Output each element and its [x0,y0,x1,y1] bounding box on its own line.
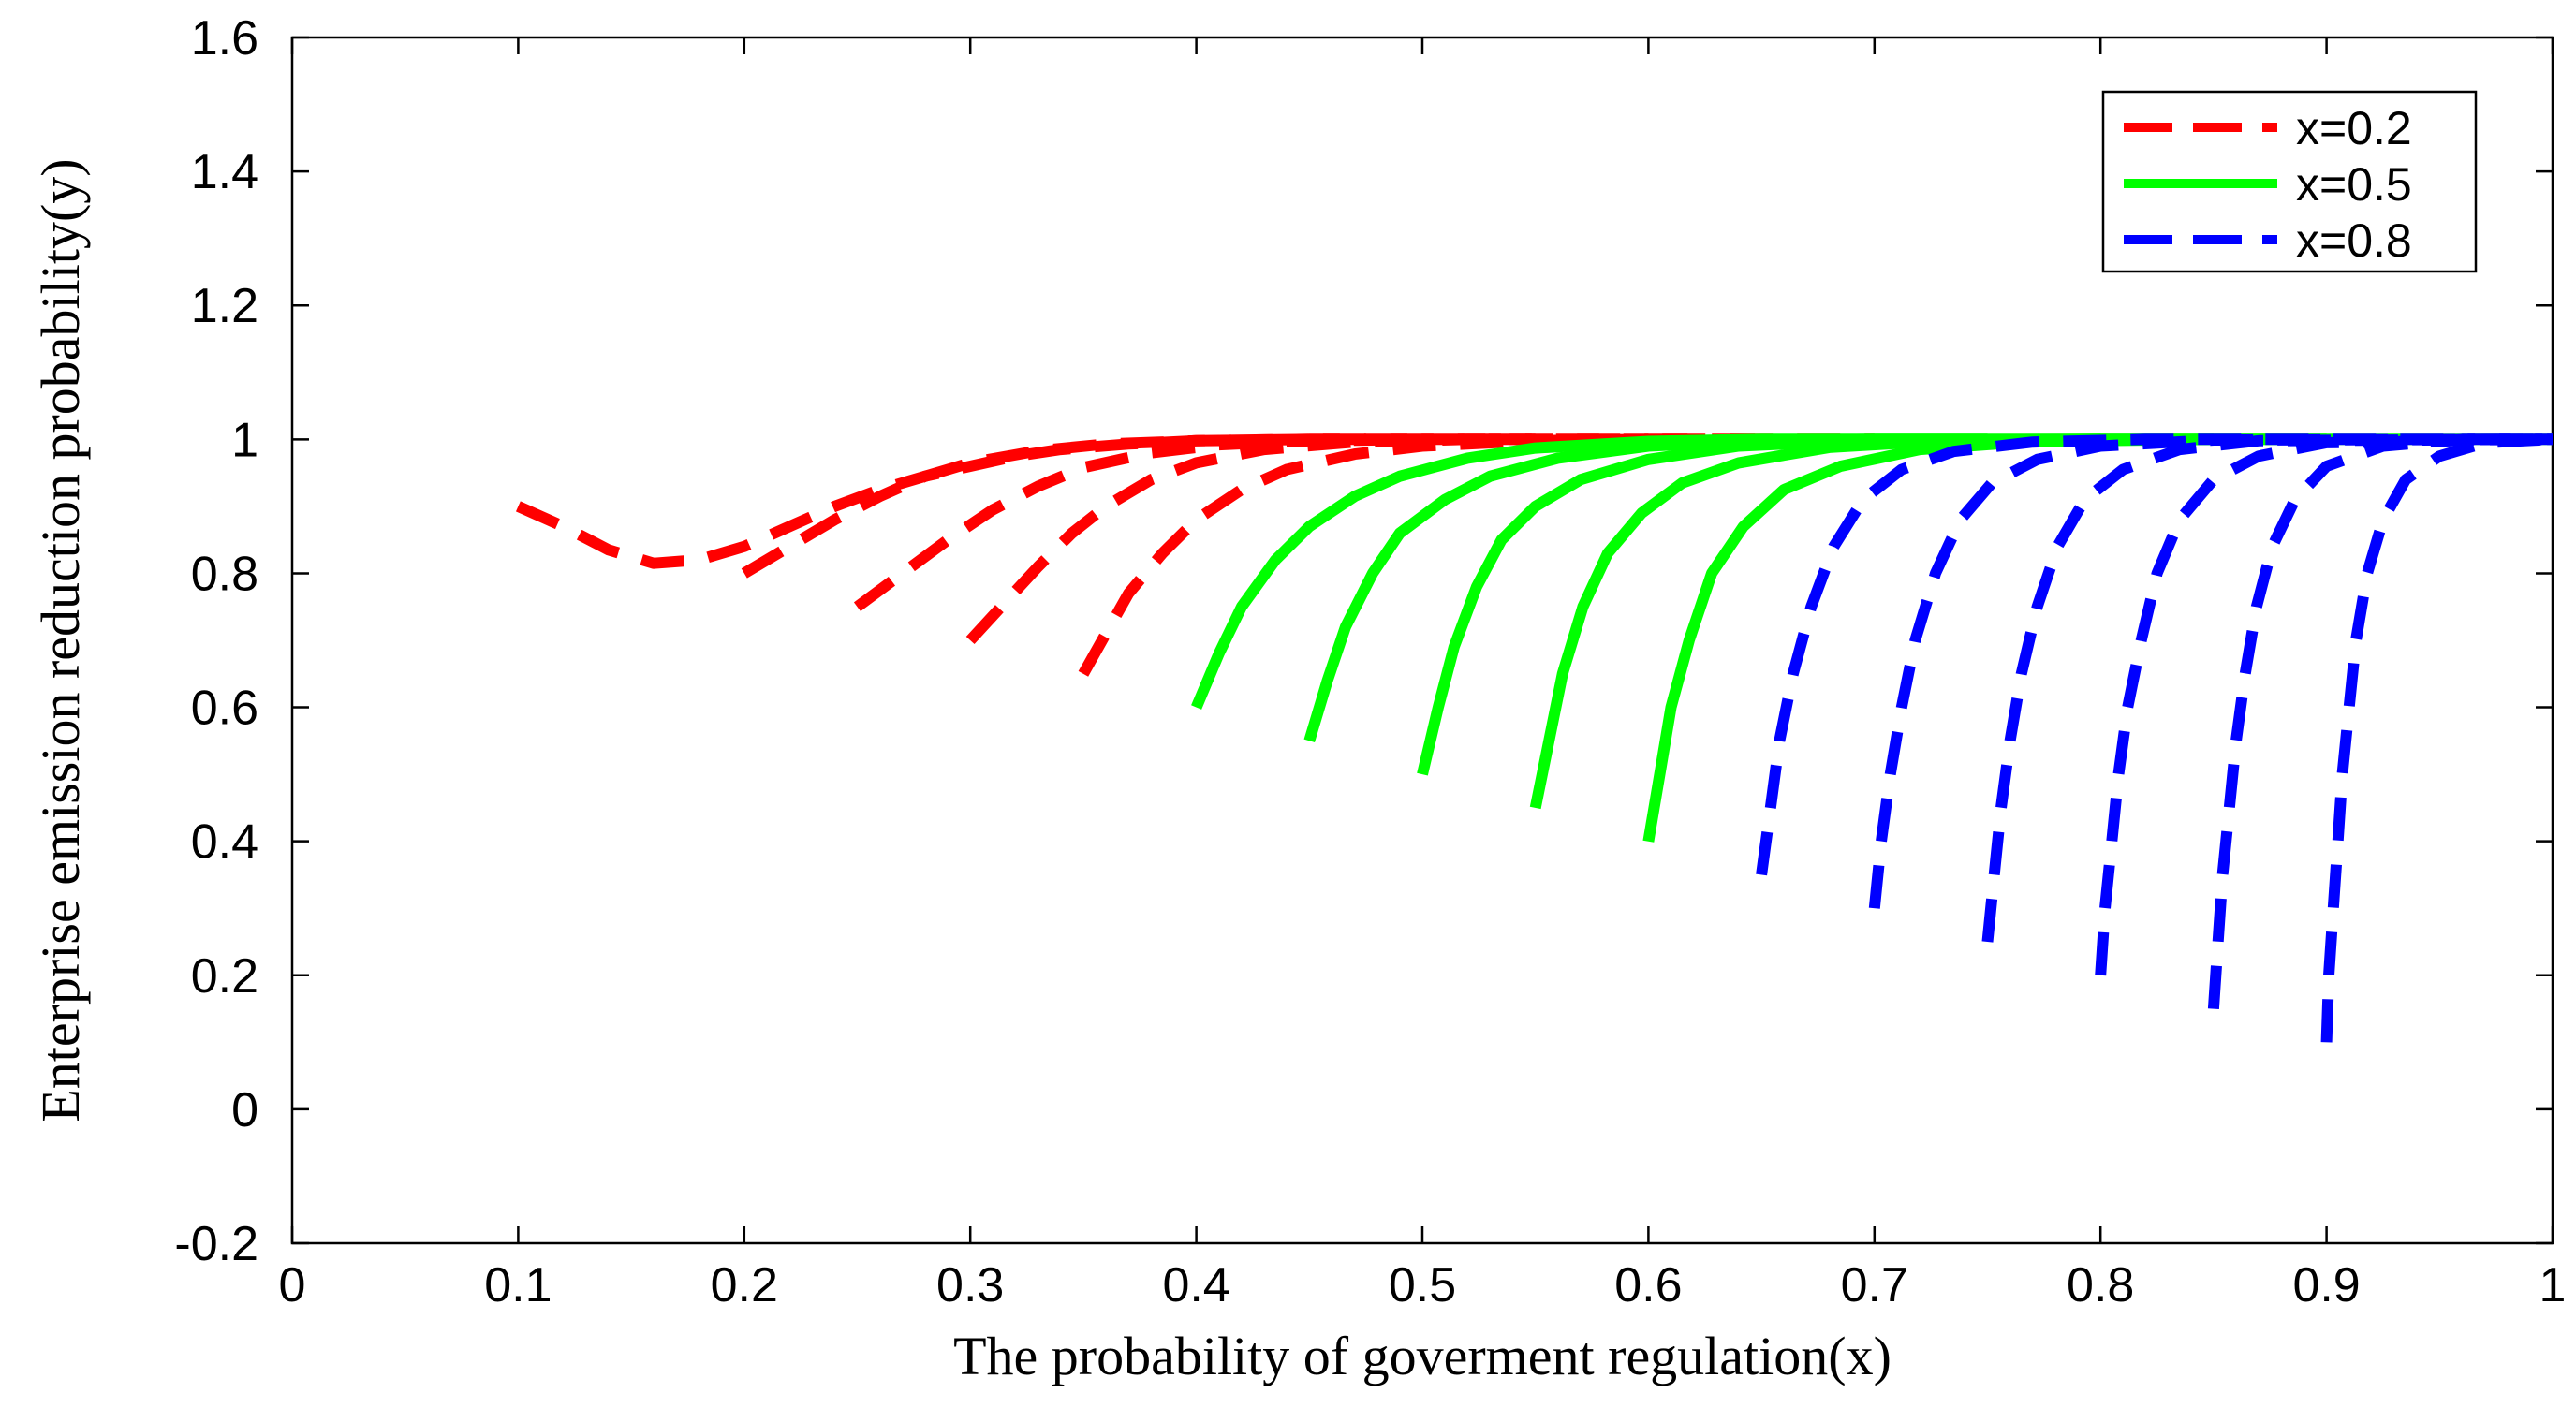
x-tick-label: 0.5 [1389,1258,1456,1313]
y-tick-label: 1 [231,413,258,467]
series-x=0.2 [515,433,1875,677]
x-tick-label: 0.8 [2067,1258,2134,1313]
x-tick-label: 0.6 [1614,1258,1682,1313]
series-layer [515,433,2553,1043]
trajectory-line [2320,433,2553,1043]
x-tick-label: 1 [2539,1258,2567,1313]
trajectory-line [1078,433,1875,677]
trajectory-line [2207,433,2553,1010]
x-tick-label: 0.3 [936,1258,1004,1313]
trajectory-line [853,433,1649,612]
y-tick-label: 0.8 [191,547,258,601]
x-tick-label: 0.1 [484,1258,552,1313]
trajectory-line [1642,433,2553,843]
series-x=0.5 [1191,433,2553,843]
y-tick-label: 0 [231,1083,258,1137]
y-axis-title: Enterprise emission reduction probabilit… [30,158,91,1122]
y-tick-label: 0.4 [191,815,258,870]
trajectory-line [965,433,1762,645]
x-tick-label: 0 [279,1258,306,1313]
legend-label: x=0.5 [2296,158,2412,211]
x-tick-label: 0.2 [711,1258,778,1313]
series-x=0.8 [1756,433,2553,1043]
y-tick-label: 1.6 [191,11,258,66]
legend: x=0.2x=0.5x=0.8 [2101,90,2478,273]
y-tick-label: 1.2 [191,279,258,333]
axis-ticks [290,36,2554,1245]
trajectory-line [741,433,1536,579]
trajectory-line [2095,433,2553,976]
y-tick-label: 1.4 [191,145,258,199]
legend-label: x=0.8 [2296,214,2412,267]
tick-labels: 0 0.1 0.2 0.3 0.4 0.5 0.6 0.7 0.8 0.9 1 -0.2 0 0.2 0.4… [174,11,2566,1313]
trajectory-line [1981,433,2553,943]
x-tick-label: 0.7 [1841,1258,1908,1313]
x-tick-label: 0.4 [1162,1258,1229,1313]
trajectory-line [1868,433,2553,909]
y-tick-label: 0.2 [191,949,258,1004]
x-tick-label: 0.9 [2292,1258,2360,1313]
y-tick-label: -0.2 [174,1217,258,1271]
x-axis-title: The probability of goverment regulation(… [953,1326,1892,1386]
trajectory-line [1756,433,2553,876]
y-tick-label: 0.6 [191,682,258,736]
legend-label: x=0.2 [2296,102,2412,154]
